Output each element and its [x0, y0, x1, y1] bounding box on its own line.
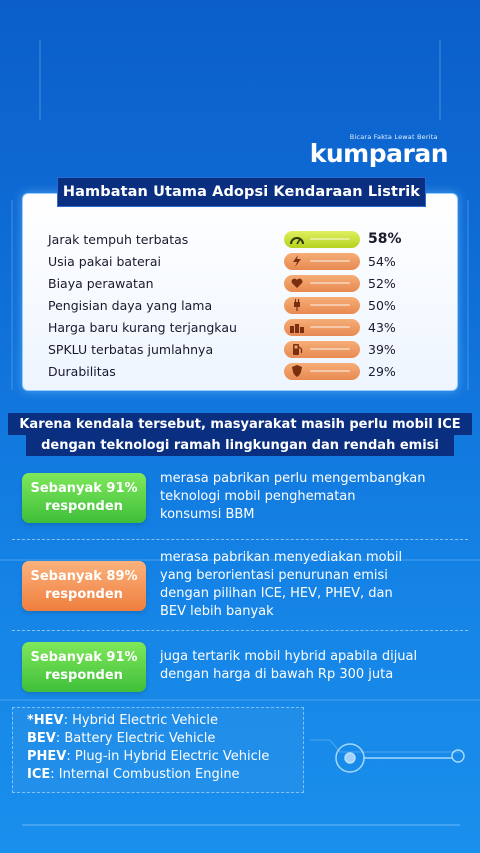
barriers-list: Jarak tempuh terbatas 58% Usia pakai bater… — [48, 228, 418, 382]
stat-badge-2: Sebanyak 89% responden — [22, 561, 146, 611]
barrier-percent: 43% — [368, 319, 396, 335]
divider — [12, 539, 468, 540]
brand-name: kumparan — [309, 139, 449, 168]
plug-icon — [289, 299, 305, 312]
barriers-panel — [22, 193, 458, 391]
barrier-label: Biaya perawatan — [48, 275, 154, 291]
circuit-node-decoration — [335, 743, 465, 773]
barrier-percent: 52% — [368, 275, 396, 291]
banner-line-1: Karena kendala tersebut, masyarakat masi… — [8, 413, 472, 435]
barrier-bar — [284, 296, 360, 314]
barrier-label: SPKLU terbatas jumlahnya — [48, 341, 214, 357]
barrier-bar — [284, 274, 360, 292]
fuel-icon — [289, 343, 305, 356]
barrier-bar — [284, 318, 360, 336]
coins-icon — [289, 321, 305, 334]
brand-tagline: Bicara Fakta Lewat Berita — [349, 133, 438, 141]
barrier-row: Biaya perawatan 52% — [48, 272, 418, 294]
barrier-row: Harga baru kurang terjangkau 43% — [48, 316, 418, 338]
barrier-label: Harga baru kurang terjangkau — [48, 319, 237, 335]
stat-badge-3-suffix: responden — [45, 668, 123, 683]
shield-icon — [289, 365, 305, 378]
divider — [12, 630, 468, 631]
stat-badge-1-headline: Sebanyak 91% — [30, 481, 138, 496]
stat-badge-3: Sebanyak 91% responden — [22, 642, 146, 692]
footnote-phev: PHEV: Plug-in Hybrid Electric Vehicle — [27, 749, 270, 764]
barrier-label: Usia pakai baterai — [48, 253, 161, 269]
footnote-bev: BEV: Battery Electric Vehicle — [27, 731, 216, 746]
barrier-row: SPKLU terbatas jumlahnya 39% — [48, 338, 418, 360]
bar-stripe — [310, 369, 350, 372]
barrier-bar — [284, 340, 360, 358]
barrier-percent: 54% — [368, 253, 396, 269]
barrier-label: Durabilitas — [48, 363, 116, 379]
barrier-label: Pengisian daya yang lama — [48, 297, 213, 313]
barrier-row: Usia pakai baterai 54% — [48, 250, 418, 272]
stat-text-1: merasa pabrikan perlu mengembangkan tekn… — [160, 471, 426, 522]
stat-text-3: juga tertarik mobil hybrid apabila dijua… — [160, 649, 418, 682]
bar-stripe — [310, 303, 350, 306]
barrier-percent: 29% — [368, 363, 396, 379]
barrier-bar — [284, 252, 360, 270]
barrier-label: Jarak tempuh terbatas — [48, 231, 189, 247]
brand-logo: Bicara Fakta Lewat Berita kumparan — [309, 133, 449, 168]
bar-stripe — [310, 259, 350, 262]
stat-text-2: merasa pabrikan menyediakan mobil yang b… — [160, 550, 403, 619]
lightning-icon — [289, 255, 305, 268]
barrier-row: Durabilitas 29% — [48, 360, 418, 382]
bar-stripe — [310, 347, 350, 350]
footnote-hev: *HEV: Hybrid Electric Vehicle — [27, 713, 218, 728]
stat-badge-2-suffix: responden — [45, 587, 123, 602]
stat-badge-1-suffix: responden — [45, 499, 123, 514]
stat-badge-1: Sebanyak 91% responden — [22, 473, 146, 523]
banner-line-2: dengan teknologi ramah lingkungan dan re… — [26, 435, 454, 456]
bar-stripe — [310, 325, 350, 328]
barrier-percent: 50% — [368, 297, 396, 313]
barrier-percent: 39% — [368, 341, 396, 357]
barrier-bar — [284, 230, 360, 248]
heart-icon — [289, 277, 305, 290]
abbreviation-footnote: *HEV: Hybrid Electric Vehicle BEV: Batte… — [12, 707, 304, 793]
barriers-title: Hambatan Utama Adopsi Kendaraan Listrik — [57, 177, 426, 207]
barrier-row: Jarak tempuh terbatas 58% — [48, 228, 418, 250]
barrier-row: Pengisian daya yang lama 50% — [48, 294, 418, 316]
bar-stripe — [310, 237, 350, 240]
barrier-bar — [284, 362, 360, 380]
stat-badge-2-headline: Sebanyak 89% — [30, 569, 138, 584]
stat-badge-3-headline: Sebanyak 91% — [30, 650, 138, 665]
gauge-icon — [289, 233, 305, 246]
bar-stripe — [310, 281, 350, 284]
footnote-ice: ICE: Internal Combustion Engine — [27, 767, 240, 782]
barrier-percent: 58% — [368, 231, 402, 247]
